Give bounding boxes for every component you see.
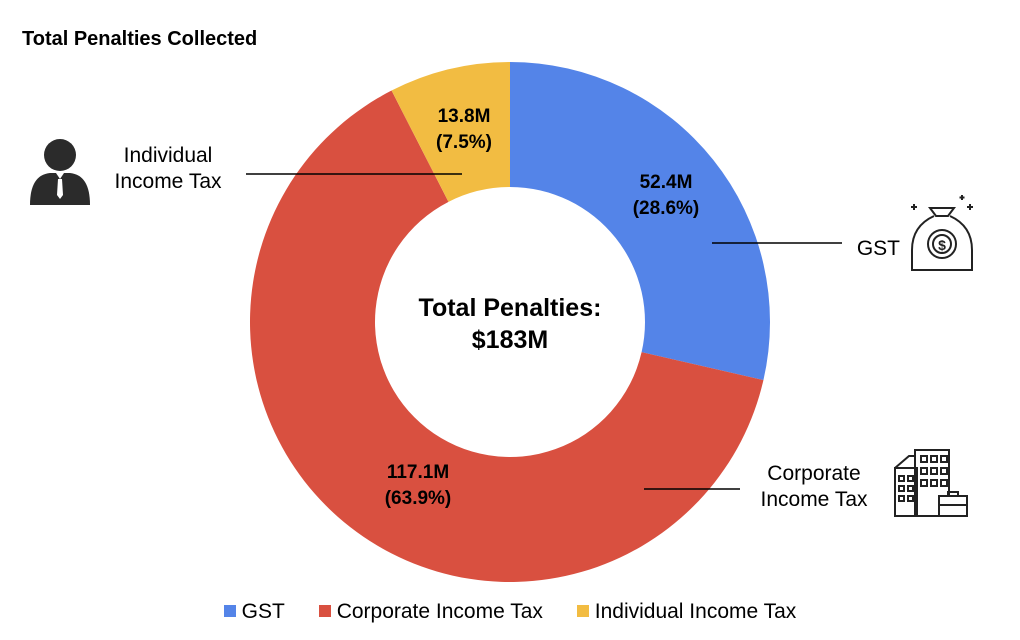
- data-labels: 52.4M (28.6%) 117.1M (63.9%) 13.8M (7.5%): [385, 106, 700, 509]
- legend-item-corporate: Corporate Income Tax: [318, 600, 543, 624]
- percent-label-individual-income-tax: (7.5%): [436, 132, 492, 153]
- money-bag-icon: $: [911, 195, 973, 271]
- center-label-line-1: Total Penalties:: [419, 294, 602, 322]
- slice-corporate-income-tax: [250, 90, 764, 583]
- value-label-individual-income-tax: 13.8M: [438, 106, 491, 127]
- legend-item-gst: GST: [223, 600, 285, 624]
- value-label-corporate-income-tax: 117.1M: [387, 462, 449, 483]
- chart-legend: GST Corporate Income Tax Individual Inco…: [0, 600, 1020, 624]
- svg-text:$: $: [938, 237, 946, 253]
- legend-item-individual: Individual Income Tax: [576, 600, 797, 624]
- chart-title: Total Penalties Collected: [22, 28, 258, 50]
- center-label-line-2: $183M: [472, 326, 548, 354]
- external-label-individual-income-tax: Individual: [124, 144, 213, 167]
- slice-gst: [510, 62, 770, 381]
- percent-label-gst: (28.6%): [633, 198, 700, 219]
- slice-individual-income-tax: [391, 62, 510, 202]
- legend-label-gst: GST: [241, 600, 285, 623]
- person-icon: [30, 139, 90, 205]
- percent-label-corporate-income-tax: (63.9%): [385, 488, 452, 509]
- leader-lines: [246, 173, 842, 490]
- legend-swatch-gst: [223, 605, 236, 617]
- external-label-gst: GST: [857, 237, 900, 260]
- center-label: Total Penalties: $183M: [419, 294, 602, 354]
- external-label-individual-income-tax: Income Tax: [115, 170, 222, 193]
- legend-label-individual: Individual Income Tax: [594, 600, 797, 623]
- external-labels: GST Corporate Income Tax Individual Income T…: [115, 144, 901, 511]
- external-label-corporate-income-tax: Income Tax: [761, 488, 868, 511]
- value-label-gst: 52.4M: [640, 172, 693, 193]
- donut-slices: [250, 62, 770, 583]
- office-building-icon: [894, 449, 968, 517]
- external-label-corporate-income-tax: Corporate: [767, 462, 860, 485]
- legend-label-corporate: Corporate Income Tax: [336, 600, 543, 623]
- legend-swatch-corporate: [318, 605, 331, 617]
- legend-swatch-individual: [576, 605, 589, 617]
